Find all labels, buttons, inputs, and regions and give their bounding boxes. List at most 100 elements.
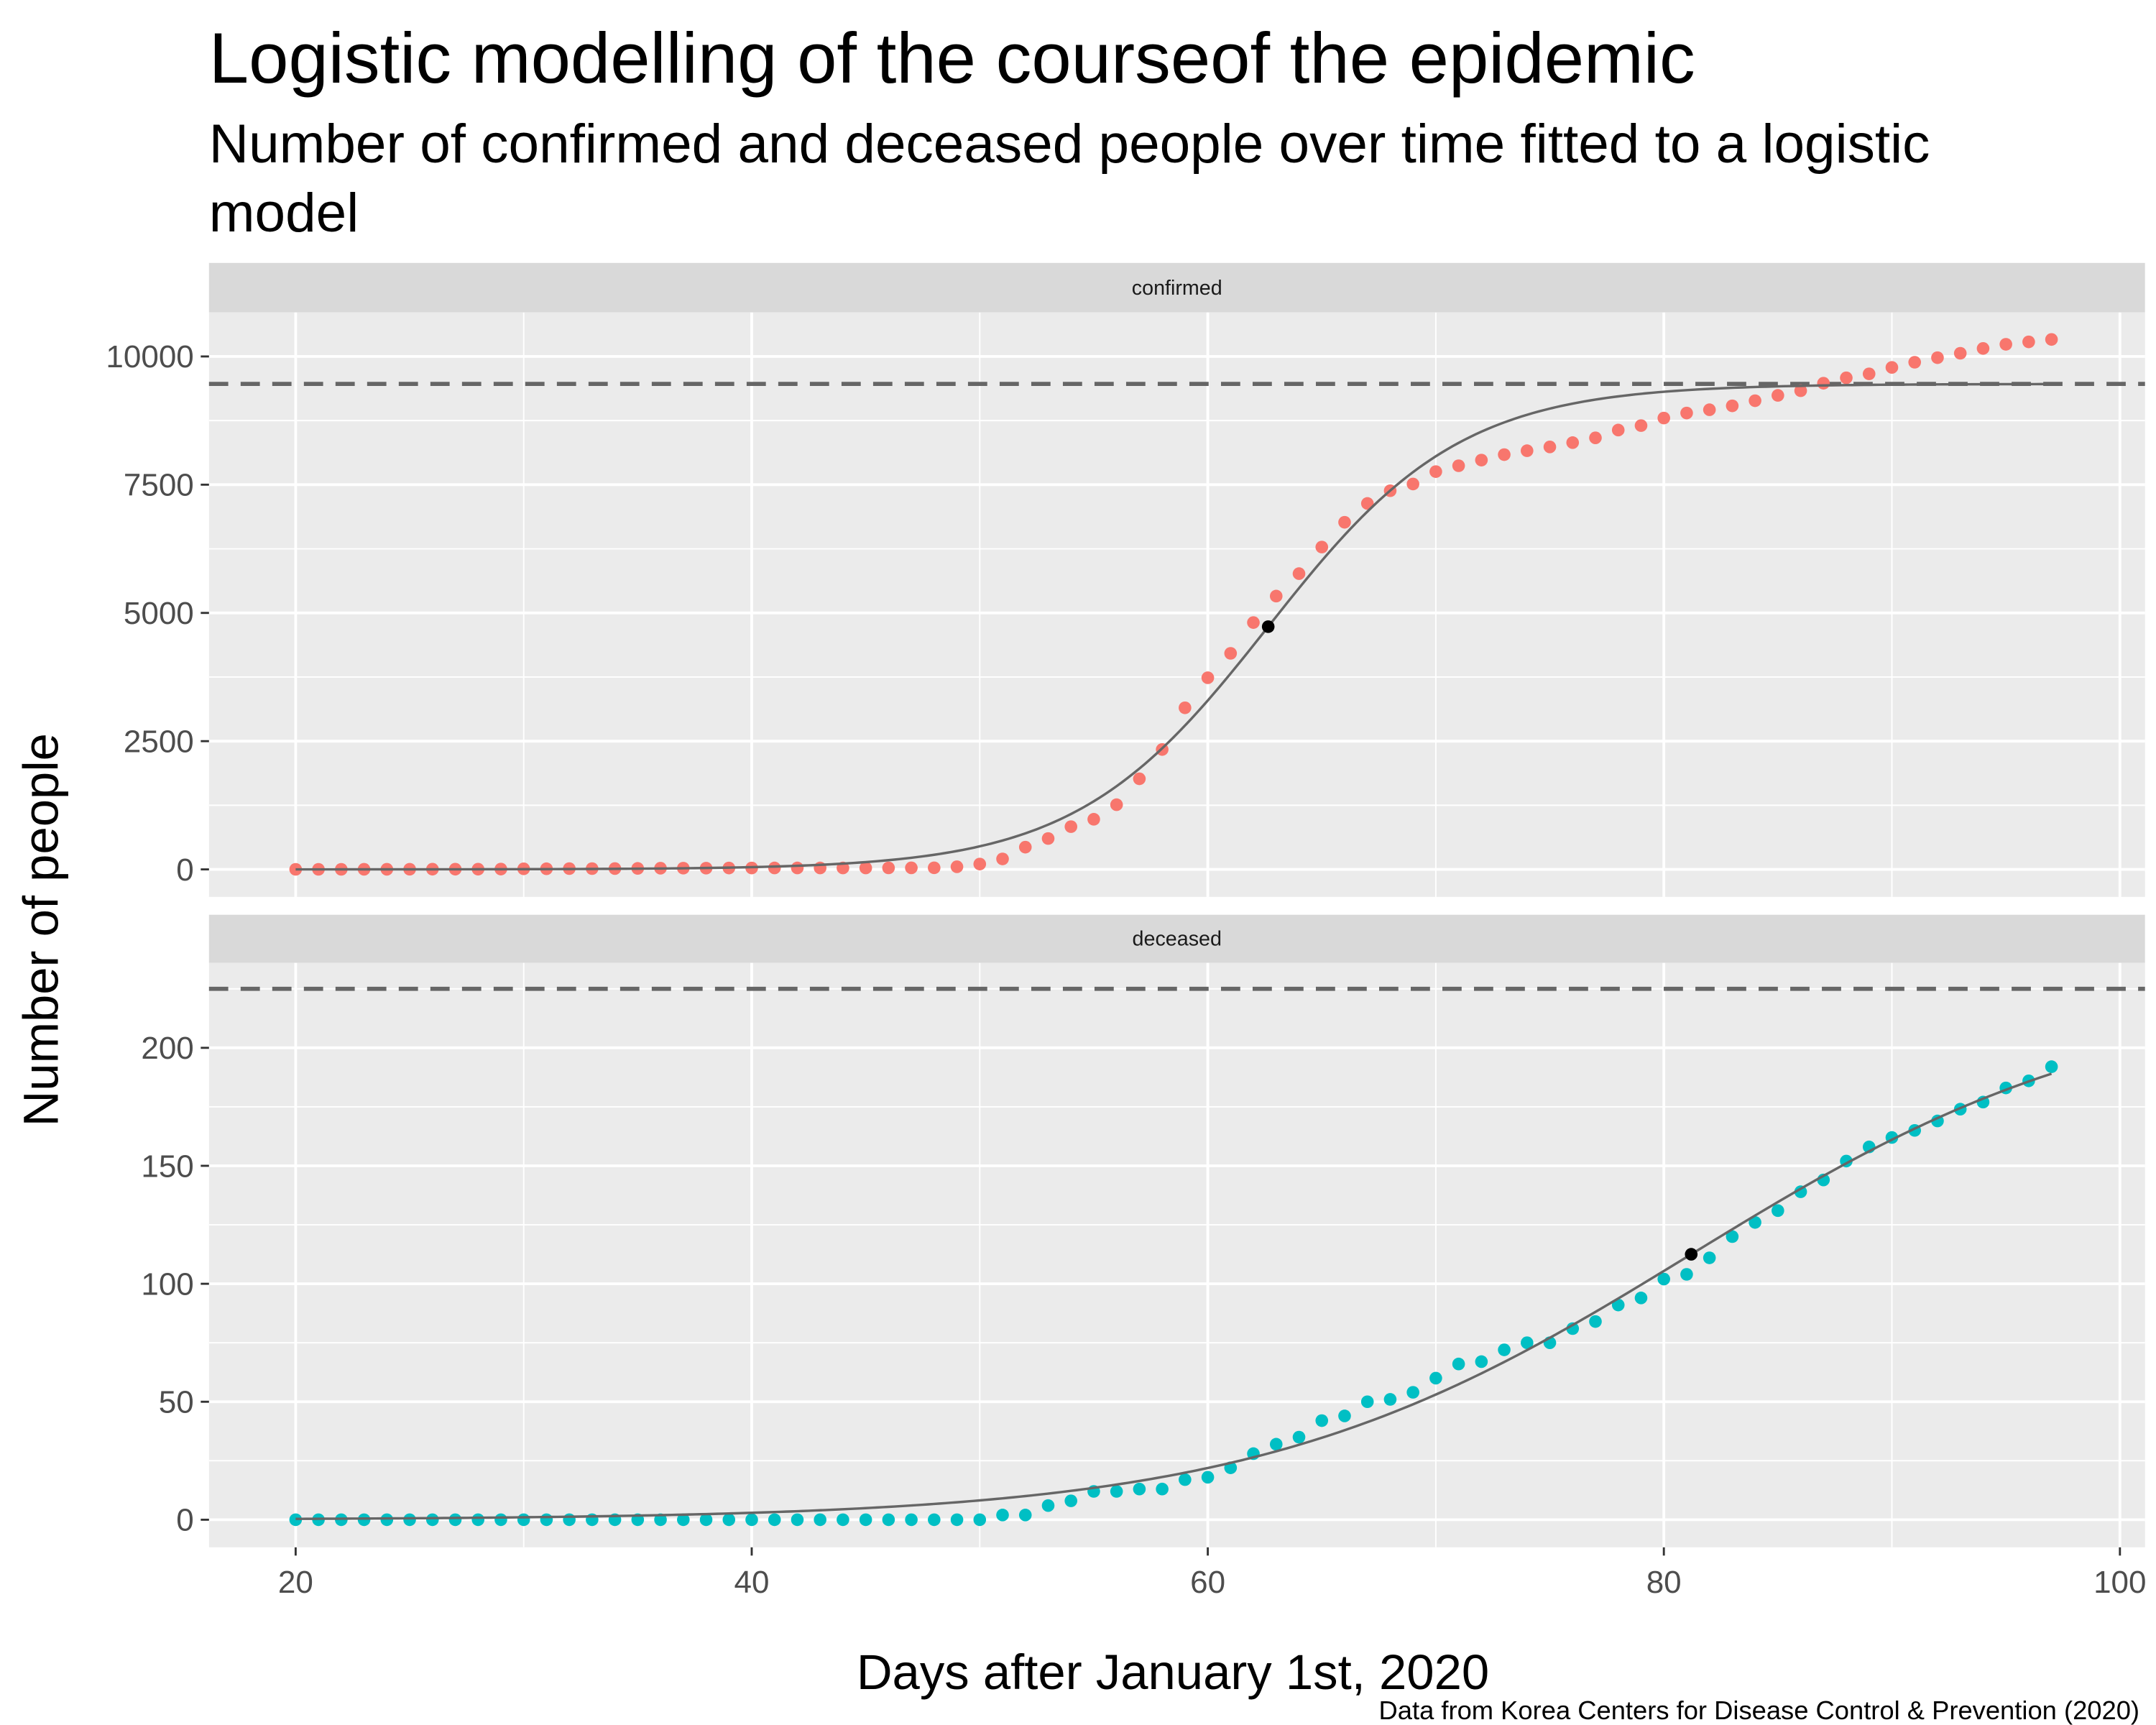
data-point bbox=[1224, 647, 1238, 660]
data-point bbox=[1018, 840, 1032, 854]
data-point bbox=[837, 1513, 849, 1527]
data-point bbox=[1110, 1485, 1123, 1498]
data-point bbox=[928, 1513, 941, 1527]
y-tick-label: 200 bbox=[141, 1031, 193, 1066]
y-tick-label: 5000 bbox=[124, 596, 194, 631]
midpoint-marker bbox=[1685, 1248, 1698, 1261]
data-point bbox=[791, 861, 804, 875]
data-point bbox=[1680, 1268, 1693, 1281]
data-point bbox=[1406, 1386, 1419, 1399]
data-point bbox=[1269, 1438, 1283, 1451]
data-point bbox=[654, 1513, 667, 1527]
data-point bbox=[1201, 1471, 1215, 1484]
y-tick-label: 100 bbox=[141, 1266, 193, 1302]
panel-background bbox=[208, 312, 2145, 897]
subtitle-line: model bbox=[209, 183, 359, 244]
data-point bbox=[1566, 436, 1580, 449]
data-point bbox=[1087, 813, 1100, 826]
data-point bbox=[905, 861, 918, 875]
data-point bbox=[1156, 1482, 1169, 1496]
data-point bbox=[1292, 1430, 1306, 1444]
data-point bbox=[1110, 798, 1123, 811]
data-point bbox=[1772, 1204, 1784, 1218]
data-point bbox=[1726, 1230, 1739, 1243]
data-point bbox=[1179, 1473, 1192, 1486]
data-point bbox=[1680, 406, 1693, 420]
data-point bbox=[1429, 465, 1442, 478]
data-point bbox=[1657, 411, 1670, 425]
data-point bbox=[973, 857, 987, 870]
data-point bbox=[1589, 431, 1602, 444]
data-point bbox=[950, 1513, 964, 1527]
data-point bbox=[1452, 459, 1465, 472]
fit-curve bbox=[295, 382, 2052, 871]
data-point bbox=[1703, 1251, 1716, 1264]
data-point bbox=[1908, 356, 1922, 369]
data-point bbox=[1315, 1414, 1329, 1427]
data-point bbox=[814, 1513, 826, 1527]
x-tick-label: 20 bbox=[278, 1565, 313, 1600]
data-point bbox=[1269, 589, 1283, 603]
data-point bbox=[1931, 351, 1944, 364]
data-point bbox=[1817, 377, 1830, 390]
chart-title: Logistic modelling of the courseof the e… bbox=[209, 19, 1695, 98]
data-point bbox=[699, 1513, 713, 1527]
x-axis-label: Days after January 1st, 2020 bbox=[857, 1644, 1489, 1700]
data-point bbox=[1543, 441, 1557, 454]
data-point bbox=[1133, 1482, 1146, 1496]
data-point bbox=[540, 1513, 553, 1527]
data-point bbox=[1589, 1315, 1602, 1328]
midpoint-marker bbox=[1261, 620, 1275, 633]
data-point bbox=[768, 861, 781, 875]
data-point bbox=[471, 1513, 485, 1527]
data-point bbox=[1657, 1272, 1670, 1286]
chart-subtitle: Number of confirmed and deceased people … bbox=[209, 114, 1930, 244]
data-point bbox=[905, 1513, 918, 1527]
data-point bbox=[403, 1513, 416, 1527]
data-point bbox=[1292, 567, 1306, 580]
data-point bbox=[1794, 1185, 1807, 1198]
data-point bbox=[1064, 820, 1078, 833]
data-point bbox=[1360, 497, 1374, 510]
facet-label: deceased bbox=[1133, 928, 1222, 951]
data-point bbox=[859, 1513, 872, 1527]
data-point bbox=[1953, 346, 1967, 360]
data-point bbox=[1634, 419, 1648, 432]
y-tick-label: 2500 bbox=[124, 724, 194, 759]
data-point bbox=[859, 861, 872, 875]
data-point bbox=[1179, 701, 1192, 714]
y-tick-label: 50 bbox=[159, 1385, 194, 1420]
data-point bbox=[1498, 448, 1511, 461]
data-point bbox=[1338, 515, 1351, 529]
data-point bbox=[1521, 1336, 1534, 1349]
data-point bbox=[1064, 1494, 1078, 1507]
data-point bbox=[448, 1513, 462, 1527]
data-point bbox=[1315, 540, 1329, 553]
data-point bbox=[1749, 1215, 1761, 1229]
data-point bbox=[2022, 335, 2035, 349]
fit-curve bbox=[295, 1072, 2053, 1520]
data-point bbox=[882, 1513, 895, 1527]
data-point bbox=[1041, 1499, 1055, 1512]
data-point bbox=[380, 1513, 394, 1527]
y-tick-label: 7500 bbox=[124, 468, 194, 503]
data-point bbox=[1840, 371, 1853, 385]
data-point bbox=[768, 1513, 781, 1527]
data-point bbox=[1406, 477, 1419, 491]
data-point bbox=[1383, 1393, 1397, 1406]
data-point bbox=[1452, 1357, 1465, 1371]
data-point bbox=[1475, 454, 1488, 466]
y-tick-label: 10000 bbox=[106, 339, 193, 374]
data-point bbox=[882, 861, 895, 875]
data-point bbox=[996, 852, 1009, 865]
data-point bbox=[2045, 333, 2058, 346]
x-tick-label: 80 bbox=[1646, 1565, 1682, 1600]
data-point bbox=[928, 861, 941, 875]
facet-strip bbox=[208, 262, 2145, 313]
data-point bbox=[1862, 367, 1876, 380]
data-point bbox=[1018, 1509, 1032, 1522]
data-point bbox=[1338, 1409, 1351, 1422]
x-tick-label: 60 bbox=[1190, 1565, 1225, 1600]
data-point bbox=[950, 860, 964, 873]
